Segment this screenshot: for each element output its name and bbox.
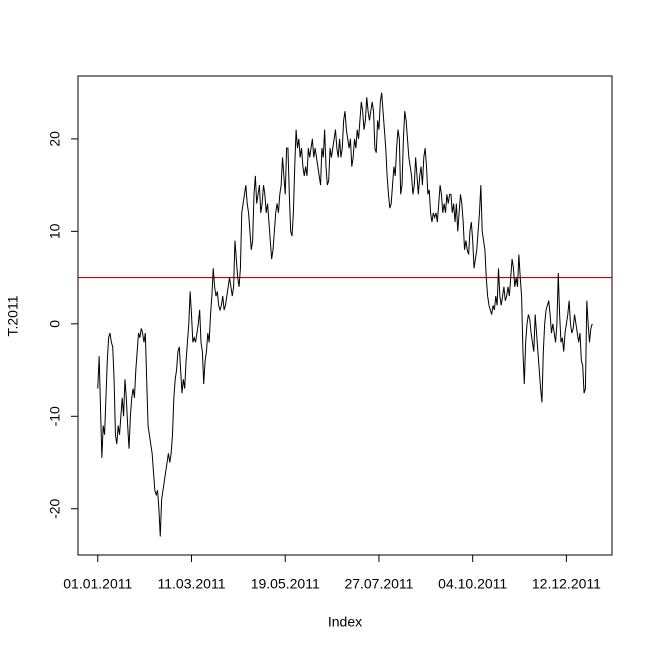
x-tick-label: 19.05.2011 [251, 576, 320, 592]
x-axis-label: Index [328, 614, 362, 630]
plot-box [77, 75, 613, 556]
y-tick-label: 20 [47, 131, 63, 147]
x-tick-label: 11.03.2011 [158, 576, 226, 592]
x-tick-label: 27.07.2011 [344, 576, 413, 592]
data-line [97, 92, 593, 537]
y-axis-label: T.2011 [5, 295, 21, 336]
x-tick-label: 04.10.2011 [438, 576, 507, 592]
y-tick-label: -20 [47, 498, 63, 518]
y-tick-label: -10 [47, 406, 63, 426]
y-tick-label: 10 [47, 223, 63, 239]
y-tick-label: 0 [47, 320, 63, 328]
x-tick-label: 01.01.2011 [63, 576, 132, 592]
x-tick-label: 12.12.2011 [532, 576, 601, 592]
